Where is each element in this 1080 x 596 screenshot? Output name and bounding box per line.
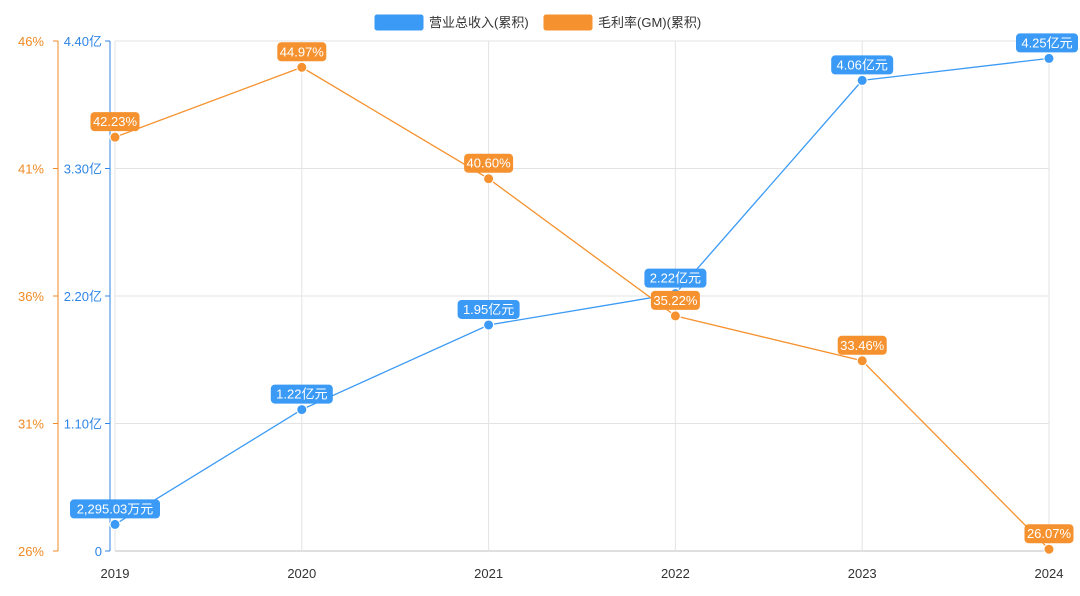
- data-label-bg: [457, 299, 520, 319]
- data-label-text: 2.22亿元: [650, 271, 701, 286]
- x-tick-label: 2021: [474, 566, 503, 581]
- data-label: 1.95亿元: [457, 299, 520, 319]
- margin-axis-tick-label: 36%: [18, 289, 44, 304]
- data-label: 4.06亿元: [831, 55, 894, 75]
- revenue-axis-tick-label: 0: [95, 544, 102, 559]
- revenue-axis-tick-label: 1.10亿: [64, 417, 102, 432]
- data-label-bg: [831, 55, 894, 75]
- series-line: [114, 66, 1050, 550]
- data-label: 35.22%: [650, 290, 700, 310]
- grid: [114, 40, 1050, 552]
- margin-axis-tick-label: 46%: [18, 34, 44, 49]
- data-label-bg: [650, 290, 700, 310]
- data-label-text: 1.95亿元: [463, 302, 514, 317]
- data-point: [856, 355, 868, 367]
- series-line: [114, 57, 1050, 525]
- data-label: 2,295.03万元: [70, 499, 160, 519]
- revenue-axis-tick-label: 2.20亿: [64, 289, 102, 304]
- data-point: [1043, 52, 1055, 64]
- data-point: [483, 173, 495, 185]
- data-point: [1043, 543, 1055, 555]
- data-label: 2.22亿元: [644, 268, 707, 288]
- data-label-text: 42.23%: [93, 114, 138, 129]
- margin-axis-tick-label: 41%: [18, 162, 44, 177]
- data-label: 1.22亿元: [270, 384, 333, 404]
- data-label-text: 1.22亿元: [276, 387, 327, 402]
- legend[interactable]: 营业总收入(累积) 毛利率(GM)(累积): [374, 14, 701, 31]
- data-label-bg: [70, 499, 160, 519]
- data-label-bg: [464, 153, 514, 173]
- axes: 26% 31% 36% 41% 46% 0 1.10亿 2.20亿 3.30亿 4.40亿 2019…: [18, 34, 1063, 581]
- data-label-bg: [1024, 524, 1074, 544]
- x-tick-label: 2022: [661, 566, 690, 581]
- data-label-text: 40.60%: [467, 156, 512, 171]
- data-label: 26.07%: [1024, 524, 1074, 544]
- data-label-text: 2,295.03万元: [77, 501, 154, 516]
- data-point: [109, 131, 121, 143]
- data-point: [483, 319, 495, 331]
- revenue-axis-tick-label: 3.30亿: [64, 162, 102, 177]
- x-tick-label: 2020: [287, 566, 316, 581]
- x-tick-label: 2023: [848, 566, 877, 581]
- data-label-bg: [837, 335, 887, 355]
- data-label-text: 26.07%: [1027, 526, 1072, 541]
- data-label-bg: [270, 384, 333, 404]
- data-label-text: 4.06亿元: [837, 57, 888, 72]
- series: [109, 52, 1055, 555]
- data-label-text: 33.46%: [840, 338, 885, 353]
- margin-axis-tick-label: 26%: [18, 544, 44, 559]
- data-point: [669, 310, 681, 322]
- legend-label: 营业总收入(累积): [429, 15, 529, 30]
- legend-label: 毛利率(GM)(累积): [598, 15, 701, 30]
- data-point: [856, 74, 868, 86]
- data-label-bg: [644, 268, 707, 288]
- margin-axis-tick-label: 31%: [18, 417, 44, 432]
- data-point: [296, 61, 308, 73]
- data-label: 40.60%: [464, 153, 514, 173]
- revenue-axis-tick-label: 4.40亿: [64, 34, 102, 49]
- data-label-bg: [90, 112, 140, 132]
- data-point: [109, 518, 121, 530]
- data-label-text: 44.97%: [280, 44, 325, 59]
- legend-swatch: [543, 14, 593, 31]
- data-label-text: 35.22%: [653, 293, 698, 308]
- data-label: 44.97%: [277, 42, 327, 62]
- data-label-bg: [1016, 33, 1078, 53]
- legend-item[interactable]: 毛利率(GM)(累积): [543, 14, 701, 31]
- data-point: [296, 404, 308, 416]
- legend-swatch: [374, 14, 424, 31]
- x-tick-label: 2024: [1035, 566, 1064, 581]
- data-label: 33.46%: [837, 335, 887, 355]
- legend-item[interactable]: 营业总收入(累积): [374, 14, 529, 31]
- x-tick-label: 2019: [101, 566, 130, 581]
- data-label-text: 4.25亿元: [1021, 35, 1072, 50]
- data-label-bg: [277, 42, 327, 62]
- data-label: 42.23%: [90, 112, 140, 132]
- data-label: 4.25亿元: [1016, 33, 1078, 53]
- data-labels: 2,295.03万元 1.22亿元 1.95亿元 2.22亿元 4.06亿元 4.25亿元…: [70, 33, 1078, 544]
